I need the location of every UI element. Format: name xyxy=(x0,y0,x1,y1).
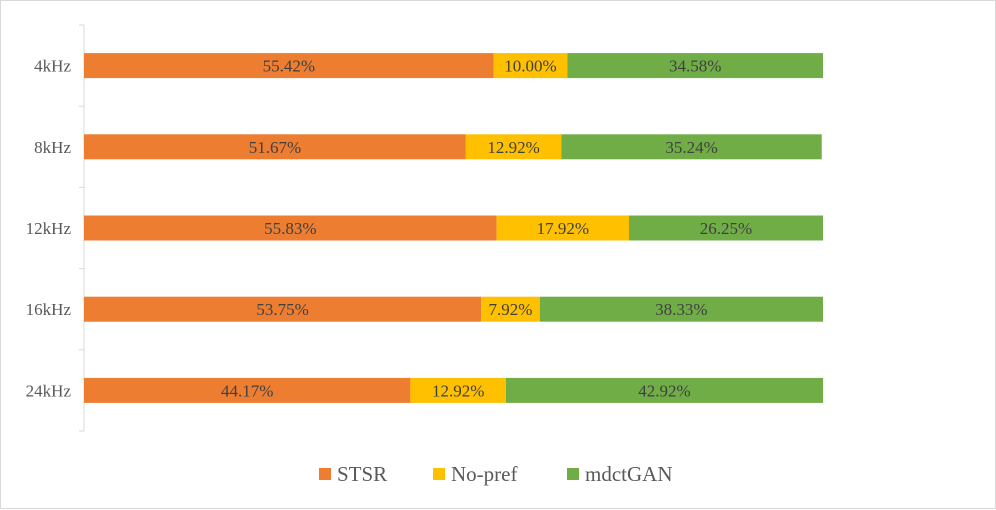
bar-segment-no-pref xyxy=(493,53,568,79)
data-label: 44.17% xyxy=(221,381,273,400)
legend-swatch xyxy=(567,468,579,480)
bar-segment-stsr xyxy=(84,134,466,160)
axis-layer xyxy=(79,24,85,432)
data-label: 35.24% xyxy=(665,138,717,157)
category-label: 4kHz xyxy=(34,57,71,76)
data-label: 34.58% xyxy=(669,57,721,76)
bar-segment-mdctgan xyxy=(567,53,823,79)
category-label: 16kHz xyxy=(26,300,72,319)
bar-segment-stsr xyxy=(84,215,497,241)
bar-segment-no-pref xyxy=(496,215,630,241)
data-label: 12.92% xyxy=(487,138,539,157)
category-label: 8kHz xyxy=(34,138,71,157)
bar-segment-mdctgan xyxy=(561,134,822,160)
legend-label: STSR xyxy=(337,462,387,486)
bar-segment-no-pref xyxy=(481,296,540,322)
data-label: 10.00% xyxy=(504,57,556,76)
data-label: 7.92% xyxy=(489,300,533,319)
legend-label: No-pref xyxy=(451,462,517,486)
bar-segment-stsr xyxy=(84,296,482,322)
data-label: 53.75% xyxy=(256,300,308,319)
data-label: 55.42% xyxy=(263,57,315,76)
data-label: 55.83% xyxy=(264,219,316,238)
data-label: 26.25% xyxy=(700,219,752,238)
labels-layer: 4kHz 55.42% 10.00% 34.58% 8kHz 51.67% 12.92% 35… xyxy=(26,57,753,401)
bar-segment-stsr xyxy=(84,53,494,79)
legend-swatch xyxy=(433,468,445,480)
bar-segment-no-pref xyxy=(410,377,506,403)
data-label: 17.92% xyxy=(537,219,589,238)
bar-segment-mdctgan xyxy=(629,215,823,241)
bar-segment-stsr xyxy=(84,377,411,403)
bar-segment-mdctgan xyxy=(505,377,824,403)
data-label: 38.33% xyxy=(655,300,707,319)
bars-layer xyxy=(84,53,824,403)
legend: STSR No-pref mdctGAN xyxy=(319,462,673,486)
legend-label: mdctGAN xyxy=(585,462,673,486)
category-label: 12kHz xyxy=(26,219,72,238)
bar-segment-mdctgan xyxy=(539,296,823,322)
category-label: 24kHz xyxy=(26,381,72,400)
data-label: 42.92% xyxy=(638,381,690,400)
legend-swatch xyxy=(319,468,331,480)
data-label: 12.92% xyxy=(432,381,484,400)
bar-segment-no-pref xyxy=(465,134,562,160)
data-label: 51.67% xyxy=(249,138,301,157)
